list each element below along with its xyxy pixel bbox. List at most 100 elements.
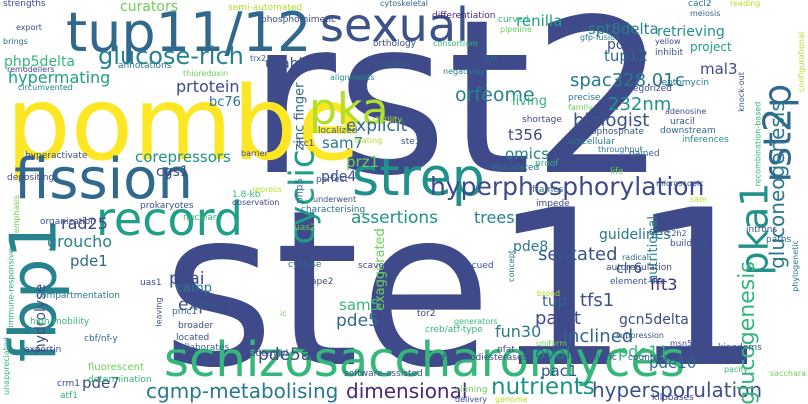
word-schizosaccharomyces: schizosaccharomyces: [164, 332, 685, 388]
word-introns: introns: [746, 225, 778, 235]
word-cytoskeletal: cytoskeletal: [380, 0, 429, 8]
word-repress: repress: [252, 185, 282, 194]
word-hypermating: hypermating: [8, 68, 111, 87]
word-pde7: pde7: [82, 374, 120, 392]
word-septated: septated: [538, 244, 618, 265]
word-uniform: uniform: [536, 339, 568, 348]
word-oval: oval: [535, 344, 571, 364]
word-categorized: categorized: [619, 84, 672, 94]
word-meiosis: meiosis: [690, 9, 721, 18]
word-fission: fission: [14, 147, 193, 212]
word-paths: paths: [766, 235, 792, 245]
word-scavenger: scavenger: [358, 261, 405, 271]
word-corepressors: corepressors: [135, 148, 231, 166]
word-uas2: uas2: [294, 223, 316, 233]
word-collaborates: collaborates: [174, 343, 230, 353]
word-tup12: tup12: [604, 47, 648, 65]
word-fft3: fft3: [650, 275, 678, 294]
word-camp: camp: [176, 281, 213, 296]
word-tor2: tor2: [417, 309, 436, 319]
word-broader: broader: [178, 321, 214, 331]
word-genome: genome: [495, 395, 528, 404]
word-pka: pka: [309, 84, 389, 135]
word-adenylyl: adenylyl: [250, 349, 289, 359]
word-lost: lost: [483, 54, 498, 63]
word-ste11p: ste11p: [401, 137, 432, 147]
word-curved: curved: [498, 15, 529, 25]
word-family: family: [568, 103, 593, 112]
word-monophosphate: monophosphate: [571, 127, 645, 137]
word-autoregulation: autoregulation: [606, 263, 672, 273]
word-spt8delta: spt8delta: [588, 20, 659, 38]
word-cbf-nf-y: cbf/nf-y: [84, 334, 118, 344]
word-located: located: [176, 333, 210, 343]
word-groucho: groucho: [47, 232, 113, 251]
word-orfeome: orfeome: [455, 84, 535, 106]
word-strep: strep: [352, 148, 485, 208]
word-shortage: shortage: [522, 115, 562, 125]
word-kingdoms: kingdoms: [718, 343, 762, 353]
word-negatively: negatively: [443, 67, 485, 76]
word-pde10: pde10: [649, 354, 697, 372]
word-nuclear: nuclear: [183, 213, 217, 223]
word-atf1: atf1: [60, 391, 78, 401]
word-living: living: [512, 94, 548, 109]
word-prtotein: prtotein: [176, 77, 240, 96]
word-bc76: bc76: [209, 95, 241, 110]
word-bent: bent: [560, 25, 579, 34]
word-nutrients: nutrients: [491, 374, 595, 400]
word-rad25: rad25: [61, 214, 108, 233]
word-mal3: mal3: [700, 60, 738, 78]
word-nfat: nfat: [497, 345, 515, 355]
word-broad: broad: [537, 289, 561, 298]
word-msn5: msn5: [670, 339, 693, 348]
word-trees: trees: [474, 208, 515, 227]
word-explicit: explicit: [346, 116, 408, 136]
word-gained: gained: [629, 149, 660, 159]
word-sacchara: sacchara: [770, 369, 807, 378]
word-rst2: rst2: [248, 0, 668, 223]
word-pde11: pde11: [618, 342, 669, 361]
word-fluorescent: fluorescent: [88, 362, 144, 373]
word-leptomycin: leptomycin: [659, 78, 710, 88]
word-yellow: yellow: [655, 37, 681, 46]
word-ikc1: ikc1: [296, 139, 315, 149]
word-determination: determination: [88, 375, 152, 385]
word-usable: usable: [265, 56, 312, 72]
word-trx2: trx2: [250, 54, 267, 63]
word-nitric: nitric: [594, 353, 617, 363]
word-cacl2: cacl2: [688, 0, 712, 9]
word-gcn5delta: gcn5delta: [619, 312, 689, 328]
word-hyperphosphorylation: hyperphosphorylation: [430, 172, 705, 201]
word-reading: reading: [730, 0, 761, 8]
word-232nm: 232nm: [608, 94, 672, 115]
word-characterising: characterising: [301, 205, 366, 215]
word-spac328-01c: spac328.01c: [570, 70, 685, 91]
word-radical: radical: [622, 253, 650, 262]
word-ape2: ape2: [311, 277, 334, 287]
word-expert: expert: [178, 295, 234, 315]
word-delivery: delivery: [455, 395, 488, 404]
word-differentiation: differentiation: [432, 11, 496, 21]
word-consortium: consortium: [433, 39, 478, 48]
word-ste11: ste11: [162, 164, 767, 404]
word-phylogenetic: phylogenetic: [790, 240, 800, 292]
word-element-like: element-like: [610, 277, 666, 287]
word-frames: frames: [532, 185, 564, 195]
word-software-assisted: software-assisted: [344, 369, 423, 379]
word-uracil: uracil: [670, 117, 695, 127]
word-perfect: perfect: [316, 175, 349, 185]
word-underwent: underwent: [313, 195, 357, 204]
word-prokaryotes: prokaryotes: [140, 201, 194, 211]
word-hypersporulation: hypersporulation: [592, 378, 763, 402]
word-pde1: pde1: [70, 252, 108, 270]
word-pmc1: pmc1: [172, 307, 198, 317]
word-cyclase: cyclase: [288, 260, 322, 270]
word-semi-automated: semi-automated: [228, 3, 303, 13]
word-inhibit: inhibit: [655, 48, 684, 58]
word-generators: generators: [454, 317, 498, 326]
word-hyperactivate: hyperactivate: [25, 151, 88, 161]
word-alignments: alignments: [330, 73, 375, 82]
word-barrier: barrier: [241, 149, 268, 158]
word-gfp-fusion: gfp-fusion: [580, 33, 621, 42]
